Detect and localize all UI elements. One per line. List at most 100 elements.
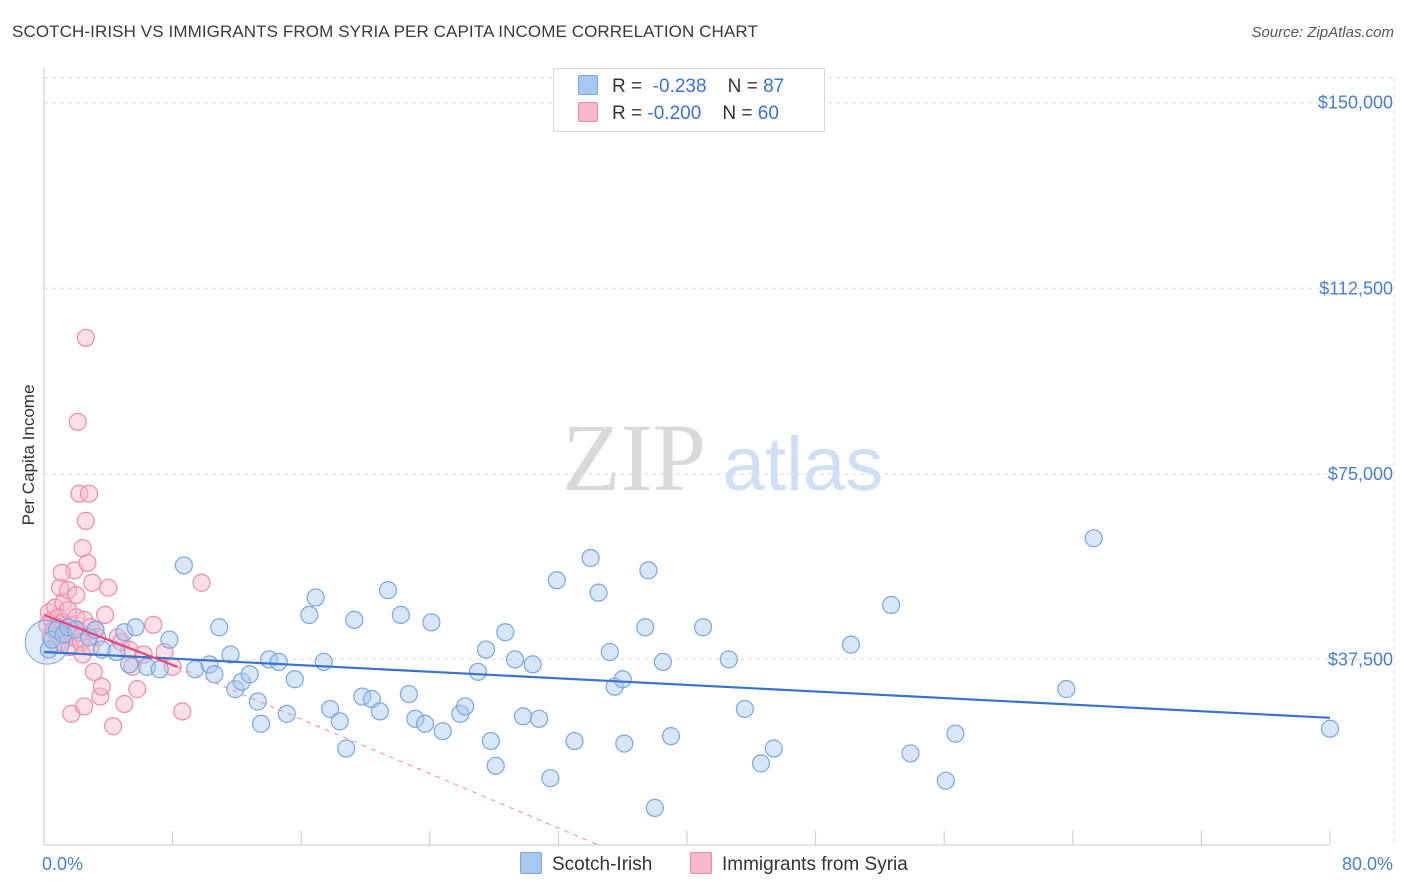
syria-point <box>123 657 142 676</box>
scotch-irish-point <box>300 605 319 625</box>
trend-lines <box>43 613 1331 846</box>
scotch-irish-point <box>589 583 608 602</box>
legend-n-value: 60 <box>757 103 779 124</box>
syria-point <box>76 511 95 530</box>
scotch-irish-point <box>636 618 655 637</box>
scotch-irish-point <box>901 744 920 763</box>
syria-point <box>92 677 111 696</box>
syria-point <box>144 615 163 634</box>
scotch-irish-point <box>581 548 600 568</box>
scotch-irish-point <box>42 630 62 649</box>
scotch-irish-point <box>530 709 549 728</box>
scotch-irish-point <box>126 618 145 637</box>
legend-row-syria: R = -0.200 N = 60 <box>578 102 779 126</box>
legend-n-label: N = <box>727 76 758 97</box>
scotch-irish-point <box>661 727 681 746</box>
scotch-irish-point <box>505 650 525 669</box>
syria-point <box>115 694 134 714</box>
legend-row-scotch-irish: R = -0.238 N = 87 <box>578 75 784 99</box>
scotch-irish-point <box>251 714 271 733</box>
scotch-irish-point <box>370 702 390 721</box>
y-tick-label: $112,500 <box>1319 278 1393 298</box>
series-scotch-irish-points <box>24 529 1340 817</box>
bottom-legend-label: Scotch-Irish <box>552 854 653 875</box>
bottom-legend-swatch-blue <box>520 852 542 874</box>
chart-title: SCOTCH-IRISH VS IMMIGRANTS FROM SYRIA PE… <box>12 22 758 41</box>
legend-n-label: N = <box>722 103 753 124</box>
syria-point <box>128 680 147 699</box>
scotch-irish-point <box>433 722 452 741</box>
scotch-irish-point <box>523 655 542 674</box>
scotch-irish-point <box>841 635 861 654</box>
scotch-irish-point <box>751 754 771 773</box>
scotch-irish-point <box>481 731 500 751</box>
scotch-irish-point <box>600 642 619 662</box>
syria-trend-extension <box>177 666 599 846</box>
x-tick-label: 0.0% <box>42 854 83 874</box>
scotch-irish-point <box>946 724 965 743</box>
scotch-irish-point <box>456 697 475 716</box>
legend-r-value: -0.238 <box>652 76 707 97</box>
scotch-irish-trend-line <box>43 650 1331 719</box>
syria-point <box>79 484 99 503</box>
scotch-irish-point <box>337 739 356 758</box>
scotch-irish-point <box>422 613 441 632</box>
scotch-irish-point <box>639 561 658 580</box>
scotch-irish-point <box>565 731 584 751</box>
scotch-irish-point <box>120 655 139 674</box>
zipatlas-watermark: ZIP atlas <box>562 404 883 511</box>
scotch-irish-point <box>496 623 515 642</box>
y-tick-label: $150,000 <box>1318 93 1393 113</box>
bottom-legend-swatch-pink <box>690 852 712 874</box>
syria-point <box>52 563 71 582</box>
scotch-irish-point <box>486 756 505 775</box>
syria-point <box>84 662 103 681</box>
scotch-irish-point <box>314 652 333 672</box>
scotch-irish-point <box>269 652 288 672</box>
syria-point <box>73 538 92 558</box>
scotch-irish-point <box>391 605 410 625</box>
chart-source: Source: ZipAtlas.com <box>1251 24 1394 41</box>
y-tick-label: $37,500 <box>1328 649 1393 669</box>
scotch-irish-point <box>330 712 349 731</box>
legend-swatch-blue <box>578 75 598 95</box>
scotch-irish-point <box>210 618 229 637</box>
scotch-irish-point <box>321 699 340 719</box>
scotch-irish-point <box>513 707 533 726</box>
syria-point <box>192 573 211 592</box>
scotch-irish-point <box>468 662 488 681</box>
legend-r-label: R = <box>612 76 643 97</box>
scotch-irish-point <box>277 704 296 723</box>
scotch-irish-point <box>541 769 560 788</box>
syria-trend-line <box>43 613 178 668</box>
scotch-irish-point <box>378 581 398 600</box>
bottom-legend-syria: Immigrants from Syria <box>690 852 908 876</box>
scotch-irish-point <box>1057 680 1076 699</box>
axes <box>43 68 1331 846</box>
syria-point <box>67 586 86 605</box>
scotch-irish-point <box>345 610 364 629</box>
syria-point <box>83 573 102 592</box>
tick-labels: $37,500 $75,000 $112,500 $150,000 0.0% 80.0% <box>42 93 1393 874</box>
scotch-irish-point <box>115 623 134 642</box>
bottom-legend-label: Immigrants from Syria <box>722 854 908 875</box>
syria-point <box>104 717 123 736</box>
scotch-irish-point <box>476 640 496 659</box>
scotch-irish-point <box>936 771 955 790</box>
scotch-irish-point <box>306 588 325 607</box>
scotch-irish-point <box>221 645 240 664</box>
scotch-irish-point <box>406 709 425 728</box>
scotch-irish-point <box>645 798 664 817</box>
legend-r-label: R = <box>612 103 643 124</box>
scotch-irish-point <box>160 630 179 649</box>
series-syria-points <box>38 328 211 736</box>
syria-point <box>68 412 87 432</box>
legend-r-value: -0.200 <box>647 103 702 124</box>
syria-point <box>173 702 192 721</box>
scotch-irish-point <box>547 571 566 590</box>
syria-point <box>70 484 89 503</box>
scotch-irish-point <box>226 680 245 699</box>
scotch-irish-point <box>415 714 435 733</box>
scotch-irish-point <box>735 699 754 719</box>
